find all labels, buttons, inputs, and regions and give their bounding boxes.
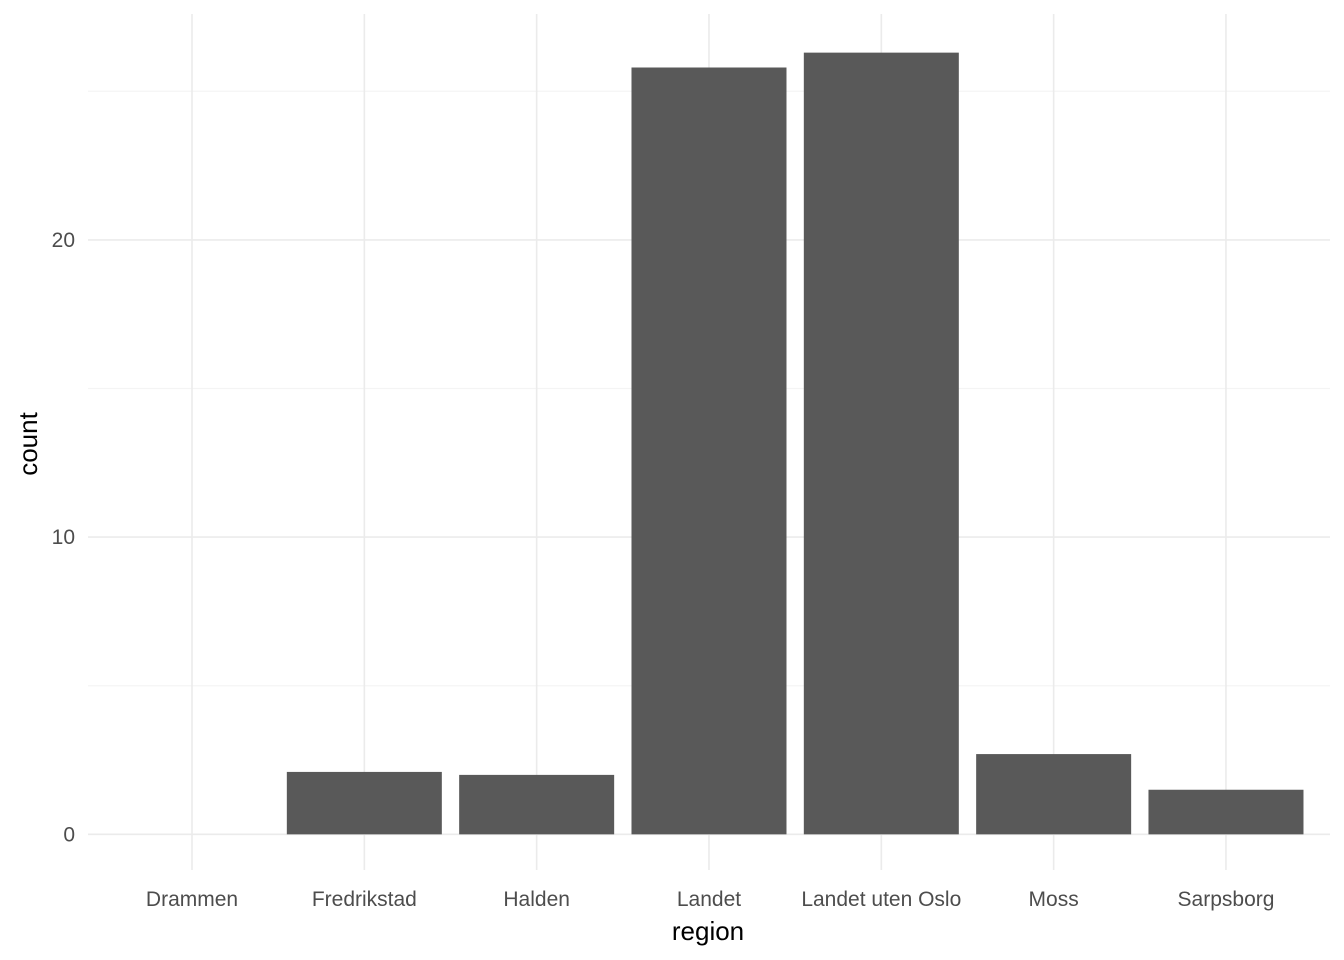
x-tick-label: Halden bbox=[503, 888, 570, 911]
tick-labels-layer: 0 10 20 Drammen Fredrikstad Halden Landet Lande… bbox=[52, 229, 1275, 911]
x-tick-label: Drammen bbox=[146, 888, 238, 911]
bar-moss bbox=[976, 754, 1132, 835]
x-tick-label: Landet bbox=[677, 888, 741, 911]
y-tick-label: 20 bbox=[52, 229, 75, 252]
bar-halden bbox=[459, 774, 615, 835]
x-tick-label: Sarpsborg bbox=[1178, 888, 1275, 911]
bar-landet bbox=[631, 67, 787, 835]
y-axis-title: count bbox=[13, 411, 43, 475]
bar-landet-uten-oslo bbox=[803, 52, 959, 835]
x-tick-label: Fredrikstad bbox=[312, 888, 417, 911]
x-tick-label: Moss bbox=[1029, 888, 1079, 911]
x-axis-title: region bbox=[672, 916, 744, 946]
bar-sarpsborg bbox=[1148, 789, 1304, 835]
y-tick-label: 10 bbox=[52, 526, 75, 549]
bars-layer bbox=[286, 52, 1304, 835]
x-tick-label: Landet uten Oslo bbox=[801, 888, 961, 911]
y-tick-label: 0 bbox=[63, 823, 75, 846]
bar-fredrikstad bbox=[286, 771, 442, 835]
